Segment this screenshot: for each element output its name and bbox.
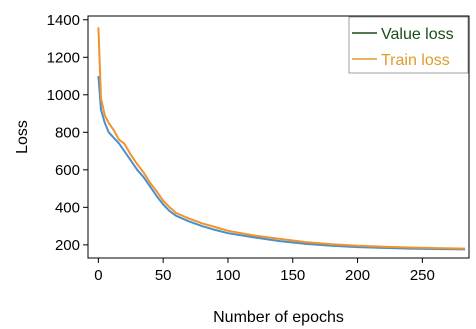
y-axis: 200 400 600 800 1000 1200 1400 — [47, 12, 88, 254]
y-tick-label: 1200 — [47, 49, 80, 66]
legend-box — [348, 16, 469, 74]
y-tick-label: 1000 — [47, 87, 80, 104]
x-tick-label: 0 — [94, 267, 102, 284]
y-tick-label: 1400 — [47, 12, 80, 29]
y-tick-label: 400 — [55, 199, 80, 216]
x-axis: 0 50 100 150 200 250 — [94, 258, 435, 284]
x-axis-label: Number of epochs — [213, 309, 344, 326]
x-tick-label: 200 — [345, 267, 370, 284]
y-axis-label: Loss — [14, 120, 31, 154]
legend: Value loss Train loss — [348, 16, 469, 74]
legend-label-value-loss: Value loss — [381, 26, 454, 43]
series-line-value-loss — [97, 75, 466, 251]
y-tick-label: 800 — [55, 124, 80, 141]
series-line-train-loss — [97, 27, 466, 250]
plot-frame — [87, 15, 470, 259]
series-layer — [97, 27, 466, 251]
x-tick-label: 250 — [410, 267, 435, 284]
x-tick-label: 150 — [280, 267, 305, 284]
plot-area — [87, 15, 470, 259]
y-tick-label: 200 — [55, 237, 80, 254]
legend-label-train-loss: Train loss — [381, 52, 450, 69]
x-tick-label: 100 — [215, 267, 240, 284]
y-tick-label: 600 — [55, 162, 80, 179]
x-tick-label: 50 — [155, 267, 172, 284]
